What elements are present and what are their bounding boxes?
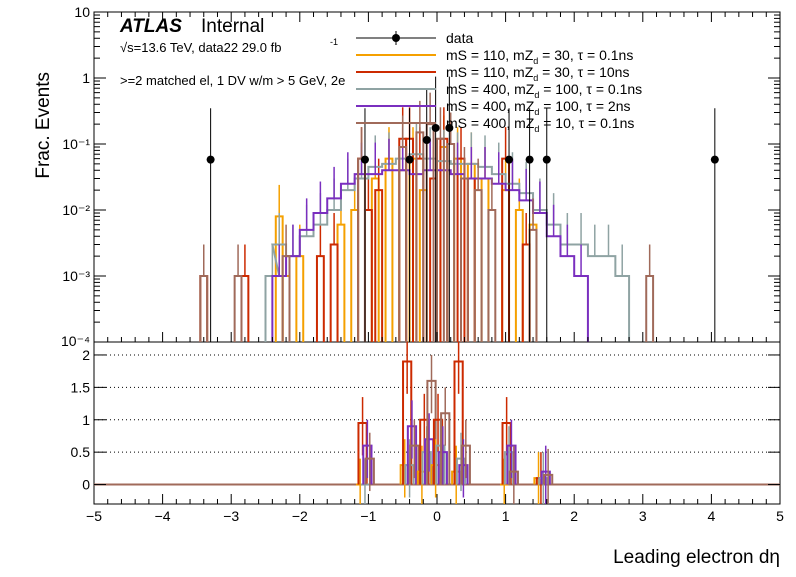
x-tick-label: 5 bbox=[776, 508, 784, 524]
data-point bbox=[422, 135, 431, 144]
histogram-bin bbox=[336, 223, 346, 342]
histogram-bin bbox=[521, 243, 531, 342]
ratio-y-tick-label: 0.5 bbox=[71, 444, 91, 460]
x-tick-label: 0 bbox=[433, 508, 441, 524]
histogram-bin bbox=[398, 146, 408, 342]
top-histograms bbox=[199, 92, 655, 342]
data-point bbox=[405, 155, 414, 164]
legend-entry: mS = 400, mZd = 10, τ = 0.1ns bbox=[446, 115, 634, 134]
ratio-histograms bbox=[94, 342, 780, 504]
top-y-tick-label: 1 bbox=[82, 70, 90, 86]
histogram-bin bbox=[240, 275, 250, 342]
data-point bbox=[445, 123, 454, 132]
energy-label-superscript: -1 bbox=[330, 37, 338, 47]
histogram-bin bbox=[363, 209, 373, 342]
histogram-bin bbox=[315, 255, 325, 342]
histogram-bin bbox=[281, 275, 291, 342]
data-point bbox=[505, 155, 514, 164]
histogram-bin bbox=[295, 255, 305, 342]
legend-entry: mS = 400, mZd = 100, τ = 2ns bbox=[446, 98, 630, 117]
ratio-y-tick-label: 1 bbox=[82, 412, 90, 428]
histogram-bin bbox=[480, 177, 490, 342]
atlas-status: Internal bbox=[201, 16, 264, 37]
histogram-bin bbox=[233, 275, 243, 342]
histogram-bin bbox=[398, 169, 408, 342]
legend-entry: mS = 400, mZd = 100, τ = 0.1ns bbox=[446, 81, 642, 100]
energy-label: √s=13.6 TeV, data22 29.0 fb bbox=[120, 40, 281, 55]
x-tick-label: 2 bbox=[570, 508, 578, 524]
histogram-bin bbox=[357, 157, 366, 342]
histogram-bin bbox=[199, 275, 209, 342]
atlas-label: ATLAS bbox=[119, 16, 182, 37]
histogram-bin bbox=[473, 189, 483, 342]
axes: −5 −4 −3 −2 −1 0 1 2 3 4 5 10⁻³ 10⁻² 10⁻¹ 1 10 10⁻⁴ 0 0.5 1… bbox=[61, 4, 784, 524]
histogram-bin bbox=[329, 243, 339, 342]
ratio-y-tick-label: 1.5 bbox=[71, 379, 91, 395]
top-y-tick-label: 10⁻² bbox=[62, 202, 90, 218]
x-axis-label: Leading electron dη bbox=[613, 547, 780, 568]
histogram-bin bbox=[357, 157, 366, 342]
histogram-bin bbox=[528, 223, 538, 342]
x-tick-label: −5 bbox=[86, 508, 102, 524]
x-tick-label: −4 bbox=[155, 508, 171, 524]
histogram-bin bbox=[466, 177, 476, 342]
data-point bbox=[431, 123, 440, 132]
legend-entry: mS = 110, mZd = 30, τ = 10ns bbox=[446, 64, 629, 83]
x-tick-label: −3 bbox=[223, 508, 239, 524]
data-point bbox=[360, 155, 369, 164]
data-point bbox=[710, 155, 719, 164]
top-y-tick-label: 10⁻³ bbox=[62, 268, 90, 284]
ratio-y-tick-label: 0 bbox=[82, 477, 90, 493]
x-tick-label: −2 bbox=[292, 508, 308, 524]
histogram-bin bbox=[487, 209, 497, 342]
histogram-bin bbox=[350, 209, 360, 342]
x-tick-label: 1 bbox=[502, 508, 510, 524]
x-tick-label: 4 bbox=[708, 508, 716, 524]
top-y-tick-label: 10 bbox=[74, 4, 90, 20]
legend-entry: data bbox=[446, 30, 473, 46]
data-point bbox=[206, 155, 215, 164]
legend-marker-data-point bbox=[392, 34, 400, 42]
histogram-bin bbox=[645, 275, 655, 342]
top-y-bottom-tick-label: 10⁻⁴ bbox=[61, 333, 90, 349]
histogram-bin bbox=[384, 157, 394, 342]
data-point bbox=[542, 155, 551, 164]
histogram-bin bbox=[501, 189, 511, 342]
histogram-bin bbox=[514, 209, 524, 342]
legend-entry: mS = 110, mZd = 30, τ = 0.1ns bbox=[446, 47, 633, 66]
ratio-y-tick-label: 2 bbox=[82, 347, 90, 363]
histogram-bin bbox=[415, 131, 425, 342]
y-axis-label: Frac. Events bbox=[33, 72, 54, 179]
top-y-tick-label: 10⁻¹ bbox=[62, 136, 90, 152]
x-tick-label: 3 bbox=[639, 508, 647, 524]
x-tick-label: −1 bbox=[360, 508, 376, 524]
histogram-bin bbox=[199, 275, 209, 342]
data-points bbox=[206, 76, 719, 342]
selection-label: >=2 matched el, 1 DV w/m > 5 GeV, 2e bbox=[120, 73, 345, 88]
histogram-bin bbox=[528, 228, 538, 342]
histogram-bin bbox=[466, 162, 476, 342]
data-point bbox=[525, 155, 534, 164]
